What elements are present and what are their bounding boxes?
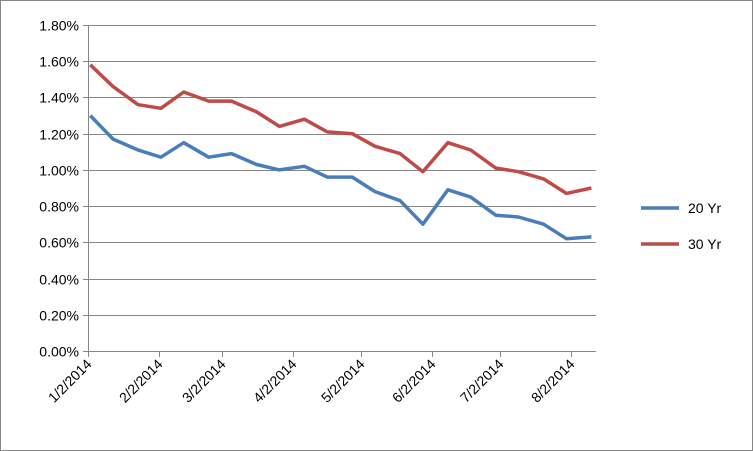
y-tick-label: 1.60% xyxy=(39,54,79,70)
y-tick-label: 0.20% xyxy=(39,308,79,324)
series-lines xyxy=(89,63,592,241)
y-tick-label: 1.80% xyxy=(39,18,79,34)
x-tick-label: 6/2/2014 xyxy=(389,356,439,406)
legend: 20 Yr 30 Yr xyxy=(641,200,722,252)
x-tick-label: 4/2/2014 xyxy=(250,356,300,406)
y-tick-label: 1.40% xyxy=(39,90,79,106)
x-tick-label: 1/2/2014 xyxy=(45,356,95,406)
y-tick-label: 1.20% xyxy=(39,127,79,143)
y-tick-label: 0.40% xyxy=(39,272,79,288)
x-tick-label: 5/2/2014 xyxy=(318,356,368,406)
y-tick-label: 1.00% xyxy=(39,163,79,179)
series-line-20yr xyxy=(89,114,592,241)
legend-label: 20 Yr xyxy=(688,200,722,216)
x-tick-label: 3/2/2014 xyxy=(179,356,229,406)
x-tick-label: 2/2/2014 xyxy=(116,356,166,406)
x-tick-label: 8/2/2014 xyxy=(528,356,578,406)
y-tick-label: 0.00% xyxy=(39,344,79,360)
legend-label: 30 Yr xyxy=(688,236,722,252)
x-tick-label: 7/2/2014 xyxy=(457,356,507,406)
y-tick-label: 0.60% xyxy=(39,235,79,251)
axes: 0.00% 0.20% 0.40% 0.60% 0.80% 1.00% 1.20% 1.40%… xyxy=(39,18,596,406)
y-tick-label: 0.80% xyxy=(39,199,79,215)
series-line-30yr xyxy=(89,63,592,196)
